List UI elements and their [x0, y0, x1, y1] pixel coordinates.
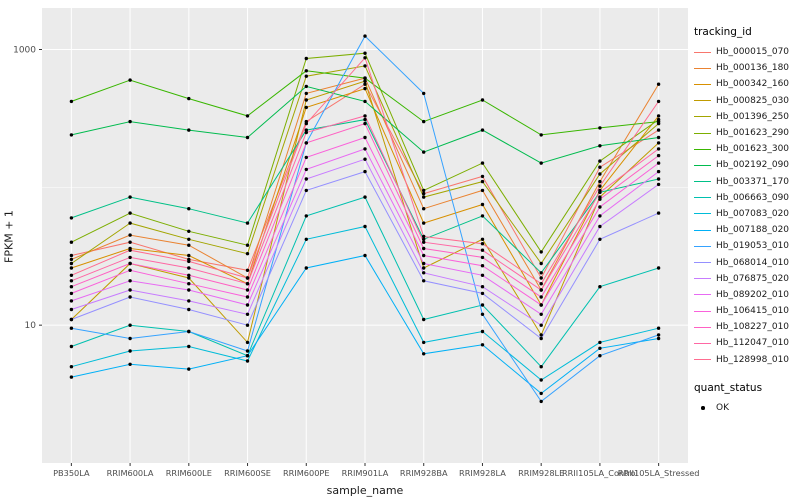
legend-item-Hb_001396_250: Hb_001396_250 — [694, 109, 798, 125]
legend-item-Hb_106415_010: Hb_106415_010 — [694, 303, 798, 319]
line-key-icon — [694, 310, 711, 312]
legend: tracking_id Hb_000015_070 Hb_000136_180 Hb… — [694, 26, 798, 416]
legend-label: Hb_006663_090 — [716, 192, 790, 203]
line-key-icon — [694, 342, 711, 344]
line-key-icon — [694, 294, 711, 296]
svg-text:10: 10 — [25, 321, 37, 331]
legend-label: Hb_068014_010 — [716, 257, 790, 268]
line-key-icon — [694, 326, 711, 328]
legend-item-Hb_108227_010: Hb_108227_010 — [694, 319, 798, 335]
legend-item-Hb_001623_300: Hb_001623_300 — [694, 141, 798, 157]
legend-items-tracking-id: Hb_000015_070 Hb_000136_180 Hb_000342_160 H… — [694, 44, 798, 368]
legend-label: Hb_002192_090 — [716, 160, 790, 171]
legend-label: Hb_001623_300 — [716, 144, 790, 155]
line-key-icon — [694, 132, 711, 134]
legend-item-Hb_000136_180: Hb_000136_180 — [694, 60, 798, 76]
line-key-icon — [694, 51, 711, 53]
line-key-icon — [694, 229, 711, 231]
line-key-icon — [694, 181, 711, 183]
x-axis-ticks: PB350LA RRIM600LA RRIM600LE RRIM600SE RRIM60… — [53, 463, 699, 478]
legend-label: Hb_007083_020 — [716, 208, 790, 219]
line-key-icon — [694, 213, 711, 215]
point-key-icon — [694, 403, 711, 413]
legend-label: Hb_019053_010 — [716, 241, 790, 252]
svg-text:RRII105LA_Stressed: RRII105LA_Stressed — [618, 468, 700, 478]
legend-label: Hb_106415_010 — [716, 306, 790, 317]
line-key-icon — [694, 262, 711, 264]
svg-text:RRIM928BA: RRIM928BA — [400, 468, 448, 478]
svg-text:1000: 1000 — [13, 45, 36, 55]
svg-text:RRIM600PE: RRIM600PE — [283, 468, 330, 478]
legend-label: Hb_108227_010 — [716, 322, 790, 333]
svg-text:RRIM600SE: RRIM600SE — [224, 468, 271, 478]
line-key-icon — [694, 245, 711, 247]
svg-text:RRIM600LE: RRIM600LE — [166, 468, 212, 478]
legend-item-Hb_000825_030: Hb_000825_030 — [694, 93, 798, 109]
line-key-icon — [694, 197, 711, 199]
legend-label: Hb_089202_010 — [716, 289, 790, 300]
legend-item-Hb_019053_010: Hb_019053_010 — [694, 238, 798, 254]
legend-label: Hb_003371_170 — [716, 176, 790, 187]
legend-label: Hb_001623_290 — [716, 128, 790, 139]
x-axis-title: sample_name — [326, 484, 404, 497]
legend-item-quant-ok: OK — [694, 400, 798, 416]
line-key-icon — [694, 359, 711, 361]
svg-text:RRIM600LA: RRIM600LA — [107, 468, 154, 478]
legend-item-Hb_002192_090: Hb_002192_090 — [694, 157, 798, 173]
line-key-icon — [694, 278, 711, 280]
legend-label: Hb_000015_070 — [716, 47, 790, 58]
y-axis-ticks: 10 1000 — [13, 45, 42, 331]
legend-label: Hb_000136_180 — [716, 63, 790, 74]
legend-label: Hb_076875_020 — [716, 273, 790, 284]
line-key-icon — [694, 148, 711, 150]
svg-text:PB350LA: PB350LA — [53, 468, 90, 478]
line-key-icon — [694, 100, 711, 102]
legend-item-Hb_000342_160: Hb_000342_160 — [694, 76, 798, 92]
line-key-icon — [694, 164, 711, 166]
legend-item-Hb_007083_020: Hb_007083_020 — [694, 206, 798, 222]
legend-item-Hb_003371_170: Hb_003371_170 — [694, 174, 798, 190]
line-key-icon — [694, 67, 711, 69]
legend-item-Hb_007188_020: Hb_007188_020 — [694, 222, 798, 238]
legend-item-Hb_076875_020: Hb_076875_020 — [694, 271, 798, 287]
svg-text:RRIM901LA: RRIM901LA — [342, 468, 389, 478]
legend-label-quant-ok: OK — [716, 402, 729, 413]
legend-item-Hb_068014_010: Hb_068014_010 — [694, 254, 798, 270]
legend-item-Hb_112047_010: Hb_112047_010 — [694, 335, 798, 351]
legend-title-tracking-id: tracking_id — [694, 26, 752, 38]
legend-item-Hb_000015_070: Hb_000015_070 — [694, 44, 798, 60]
svg-text:RRIM928LE: RRIM928LE — [518, 468, 564, 478]
legend-label: Hb_112047_010 — [716, 338, 790, 349]
legend-label: Hb_000342_160 — [716, 79, 790, 90]
svg-text:RRII105LA_Control: RRII105LA_Control — [562, 468, 638, 478]
legend-item-Hb_001623_290: Hb_001623_290 — [694, 125, 798, 141]
line-key-icon — [694, 116, 711, 118]
legend-item-Hb_006663_090: Hb_006663_090 — [694, 190, 798, 206]
svg-text:RRIM928LA: RRIM928LA — [459, 468, 506, 478]
legend-label: Hb_128998_010 — [716, 354, 790, 365]
legend-title-quant-status: quant_status — [694, 381, 763, 394]
legend-label: Hb_001396_250 — [716, 111, 790, 122]
legend-item-Hb_089202_010: Hb_089202_010 — [694, 287, 798, 303]
y-axis-title: FPKM + 1 — [2, 210, 16, 263]
line-key-icon — [694, 83, 711, 85]
legend-label: Hb_007188_020 — [716, 225, 790, 236]
data-points — [69, 34, 661, 404]
legend-label: Hb_000825_030 — [716, 95, 790, 106]
legend-item-Hb_128998_010: Hb_128998_010 — [694, 352, 798, 368]
